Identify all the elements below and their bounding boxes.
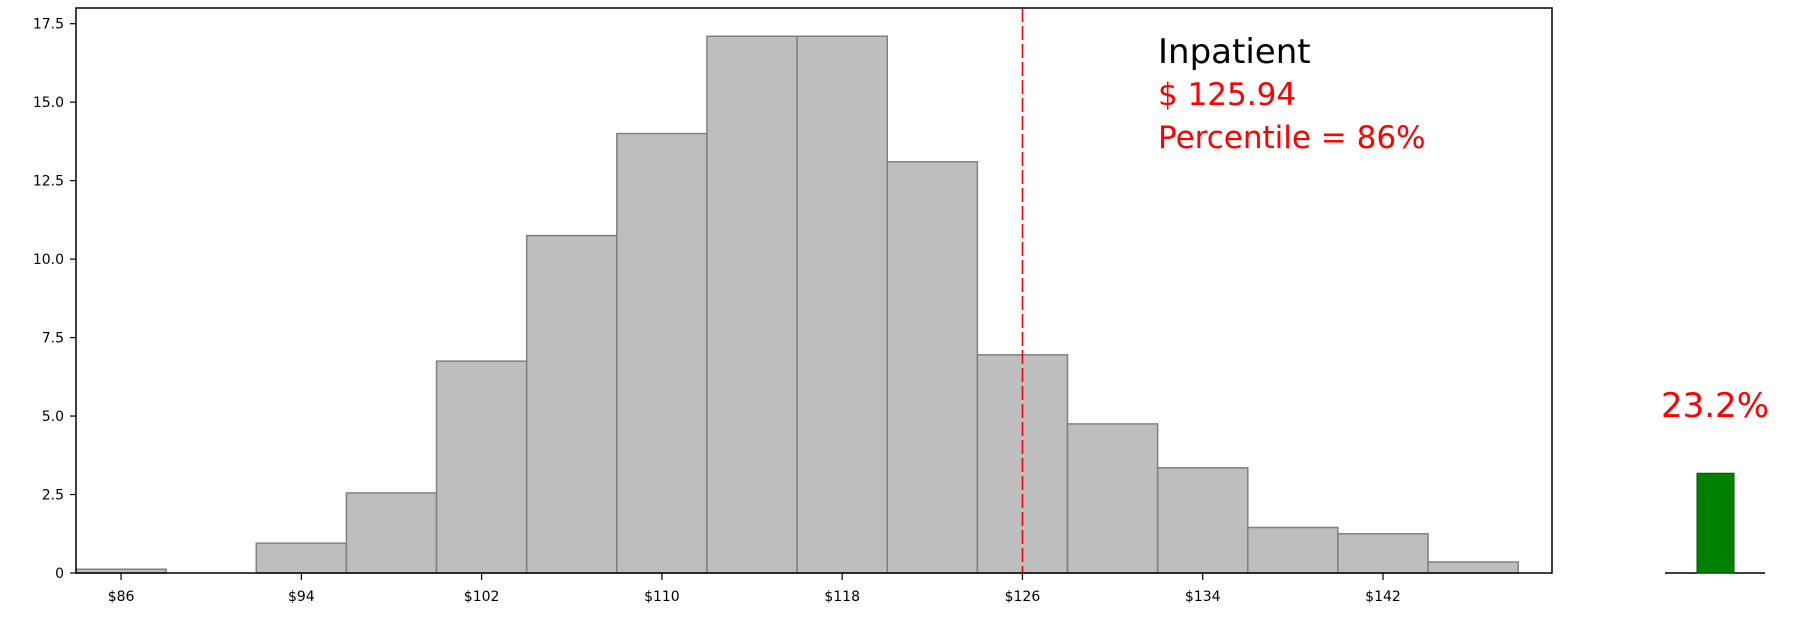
- bars-layer: [75, 35, 1519, 574]
- side-bar-value-label: 23.2%: [1661, 386, 1769, 426]
- axis-layer: 0 2.5 5.0 7.5 10.0 12.5 15.0 17.5 $86 $94 $102 $110…: [33, 7, 1553, 605]
- histogram-bar: [706, 35, 798, 574]
- x-tick-label: $86: [108, 589, 135, 605]
- annotation-title: Inpatient: [1158, 32, 1311, 72]
- x-tick-label: $142: [1365, 589, 1401, 605]
- side-bar: [1696, 472, 1735, 574]
- side-chart: 23.2%: [1661, 386, 1769, 574]
- plot-frame: [75, 7, 1553, 574]
- x-tick-label: $134: [1185, 589, 1221, 605]
- y-tick-label: 2.5: [42, 488, 64, 504]
- annotation-value: $ 125.94: [1158, 77, 1296, 113]
- x-tick-label: $110: [644, 589, 680, 605]
- y-tick-label: 10.0: [33, 252, 64, 268]
- histogram-bar: [1337, 533, 1429, 574]
- x-tick-label: $118: [824, 589, 860, 605]
- x-tick-label: $94: [288, 589, 315, 605]
- x-tick-label: $126: [1005, 589, 1041, 605]
- annotation-percentile: Percentile = 86%: [1158, 120, 1426, 156]
- histogram-bar: [345, 492, 438, 574]
- histogram-bar: [435, 360, 528, 574]
- y-tick-label: 0: [55, 566, 64, 582]
- y-tick-label: 7.5: [42, 331, 64, 347]
- y-tick-label: 17.5: [33, 17, 64, 33]
- histogram-bar: [525, 234, 618, 574]
- y-tick-label: 5.0: [42, 409, 64, 425]
- histogram-bar: [886, 161, 979, 574]
- y-tick-label: 15.0: [33, 95, 64, 111]
- x-tick-label: $102: [464, 589, 500, 605]
- histogram-bar: [255, 542, 348, 574]
- histogram-bar: [796, 35, 888, 574]
- histogram-bar: [616, 132, 708, 574]
- annotation: Inpatient $ 125.94 Percentile = 86%: [1158, 32, 1426, 156]
- y-tick-label: 12.5: [33, 174, 64, 190]
- histogram-bar: [1247, 526, 1339, 574]
- histogram-bar: [1156, 467, 1249, 574]
- histogram-bar: [1427, 561, 1519, 574]
- histogram-bar: [1066, 423, 1159, 574]
